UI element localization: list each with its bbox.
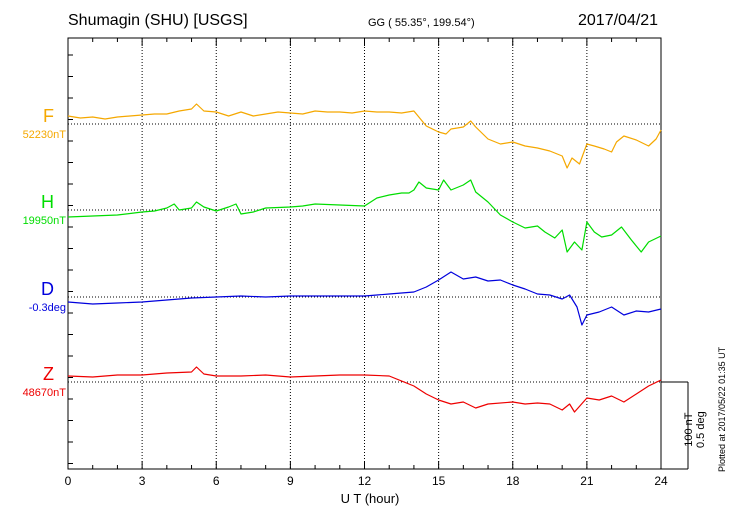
baseline-value-z: 48670nT	[22, 387, 66, 399]
component-label-z: Z	[43, 364, 54, 384]
component-label-d: D	[41, 279, 54, 299]
component-label-f: F	[43, 106, 54, 126]
x-tick-label: 24	[654, 474, 668, 488]
component-label-h: H	[41, 192, 54, 212]
plotted-note: Plotted at 2017/05/22 01:35 UT	[717, 346, 727, 472]
scale-nt-label: 100 nT	[683, 412, 695, 447]
series-line-h	[67, 179, 662, 253]
x-tick-label: 21	[580, 474, 594, 488]
baseline-value-h: 19950nT	[22, 215, 66, 227]
scale-label: 100 nT 0.5 deg	[683, 411, 707, 448]
scale-deg-label: 0.5 deg	[695, 411, 707, 448]
baseline-value-f: 52230nT	[22, 129, 66, 141]
geo-coords: GG ( 55.35°, 199.54°)	[368, 17, 475, 29]
x-tick-label: 9	[287, 474, 294, 488]
x-axis-label: U T (hour)	[340, 491, 400, 506]
x-tick-label: 15	[432, 474, 446, 488]
x-tick-label: 12	[358, 474, 372, 488]
x-tick-label: 3	[139, 474, 146, 488]
chart-date: 2017/04/21	[578, 12, 659, 29]
station-title: Shumagin (SHU) [USGS]	[68, 12, 248, 29]
series-line-f	[67, 103, 662, 169]
x-tick-label: 0	[65, 474, 72, 488]
x-tick-label: 18	[506, 474, 520, 488]
baseline-value-d: -0.3deg	[28, 302, 66, 314]
x-tick-label: 6	[213, 474, 220, 488]
series-line-d	[67, 271, 662, 326]
series-line-z	[67, 366, 662, 413]
